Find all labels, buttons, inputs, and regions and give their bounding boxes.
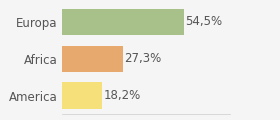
Bar: [62, 82, 102, 109]
Bar: [62, 45, 123, 72]
Text: 54,5%: 54,5%: [185, 15, 223, 28]
Bar: [62, 9, 184, 35]
Text: 27,3%: 27,3%: [125, 52, 162, 65]
Text: 18,2%: 18,2%: [104, 89, 141, 102]
